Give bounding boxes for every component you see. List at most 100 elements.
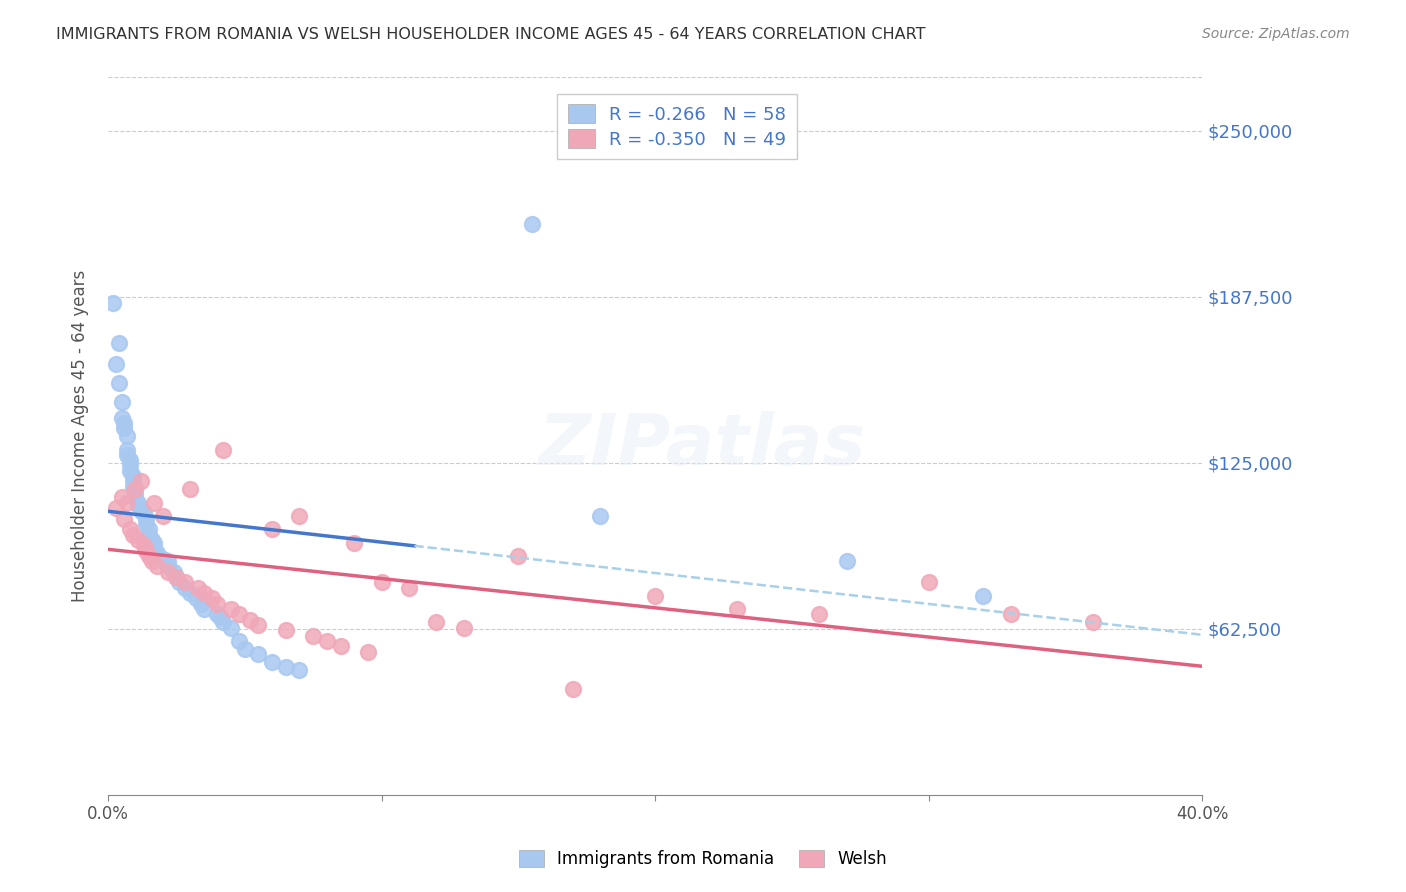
Point <box>129 501 152 516</box>
Point <box>135 516 157 531</box>
Point <box>115 442 138 457</box>
Point <box>118 522 141 536</box>
Point <box>115 448 138 462</box>
Point <box>129 504 152 518</box>
Point <box>132 538 155 552</box>
Point <box>118 464 141 478</box>
Point <box>1000 607 1022 622</box>
Point <box>173 575 195 590</box>
Point <box>138 527 160 541</box>
Point <box>725 602 748 616</box>
Point <box>141 554 163 568</box>
Point <box>207 607 229 622</box>
Point <box>143 496 166 510</box>
Point <box>124 483 146 497</box>
Point <box>1081 615 1104 630</box>
Point <box>453 621 475 635</box>
Point <box>193 602 215 616</box>
Point <box>141 533 163 547</box>
Point <box>917 575 939 590</box>
Point <box>129 475 152 489</box>
Point <box>157 554 180 568</box>
Point <box>121 469 143 483</box>
Point <box>115 496 138 510</box>
Point <box>288 508 311 523</box>
Point <box>105 358 128 372</box>
Point <box>972 589 994 603</box>
Point <box>121 480 143 494</box>
Point <box>135 511 157 525</box>
Point <box>201 591 224 606</box>
Point <box>124 491 146 505</box>
Point <box>179 586 201 600</box>
Point <box>118 458 141 473</box>
Point <box>808 607 831 622</box>
Point <box>143 541 166 555</box>
Point <box>165 570 187 584</box>
Point <box>111 491 134 505</box>
Point <box>209 610 232 624</box>
Point <box>247 647 270 661</box>
Point <box>112 416 135 430</box>
Point <box>135 543 157 558</box>
Point <box>228 634 250 648</box>
Legend: R = -0.266   N = 58, R = -0.350   N = 49: R = -0.266 N = 58, R = -0.350 N = 49 <box>557 94 797 160</box>
Point <box>143 535 166 549</box>
Point <box>115 429 138 443</box>
Point <box>212 442 235 457</box>
Text: ZIPatlas: ZIPatlas <box>540 411 866 481</box>
Point <box>105 501 128 516</box>
Point <box>138 522 160 536</box>
Point <box>288 663 311 677</box>
Text: IMMIGRANTS FROM ROMANIA VS WELSH HOUSEHOLDER INCOME AGES 45 - 64 YEARS CORRELATI: IMMIGRANTS FROM ROMANIA VS WELSH HOUSEHO… <box>56 27 925 42</box>
Point <box>398 581 420 595</box>
Point <box>146 559 169 574</box>
Point <box>152 508 174 523</box>
Point <box>146 546 169 560</box>
Point <box>219 621 242 635</box>
Point <box>302 629 325 643</box>
Point <box>124 483 146 497</box>
Point <box>138 549 160 563</box>
Point <box>343 535 366 549</box>
Point <box>239 613 262 627</box>
Legend: Immigrants from Romania, Welsh: Immigrants from Romania, Welsh <box>512 843 894 875</box>
Point <box>357 644 380 658</box>
Point <box>190 597 212 611</box>
Text: Source: ZipAtlas.com: Source: ZipAtlas.com <box>1202 27 1350 41</box>
Point <box>247 618 270 632</box>
Point <box>127 499 149 513</box>
Point <box>103 296 125 310</box>
Point <box>589 508 612 523</box>
Point <box>233 641 256 656</box>
Point <box>262 522 284 536</box>
Point <box>184 591 207 606</box>
Point <box>157 565 180 579</box>
Y-axis label: Householder Income Ages 45 - 64 years: Householder Income Ages 45 - 64 years <box>72 270 89 602</box>
Point <box>835 554 858 568</box>
Point <box>152 551 174 566</box>
Point <box>167 575 190 590</box>
Point <box>219 602 242 616</box>
Point <box>425 615 447 630</box>
Point <box>315 634 337 648</box>
Point <box>118 453 141 467</box>
Point <box>127 496 149 510</box>
Point <box>179 483 201 497</box>
Point <box>124 488 146 502</box>
Point <box>520 217 543 231</box>
Point <box>108 376 131 390</box>
Point <box>262 655 284 669</box>
Point <box>207 597 229 611</box>
Point <box>112 421 135 435</box>
Point <box>127 533 149 547</box>
Point <box>274 624 297 638</box>
Point <box>508 549 530 563</box>
Point <box>132 506 155 520</box>
Point <box>157 559 180 574</box>
Point <box>370 575 392 590</box>
Point <box>112 511 135 525</box>
Point <box>163 565 186 579</box>
Point <box>173 581 195 595</box>
Point <box>111 410 134 425</box>
